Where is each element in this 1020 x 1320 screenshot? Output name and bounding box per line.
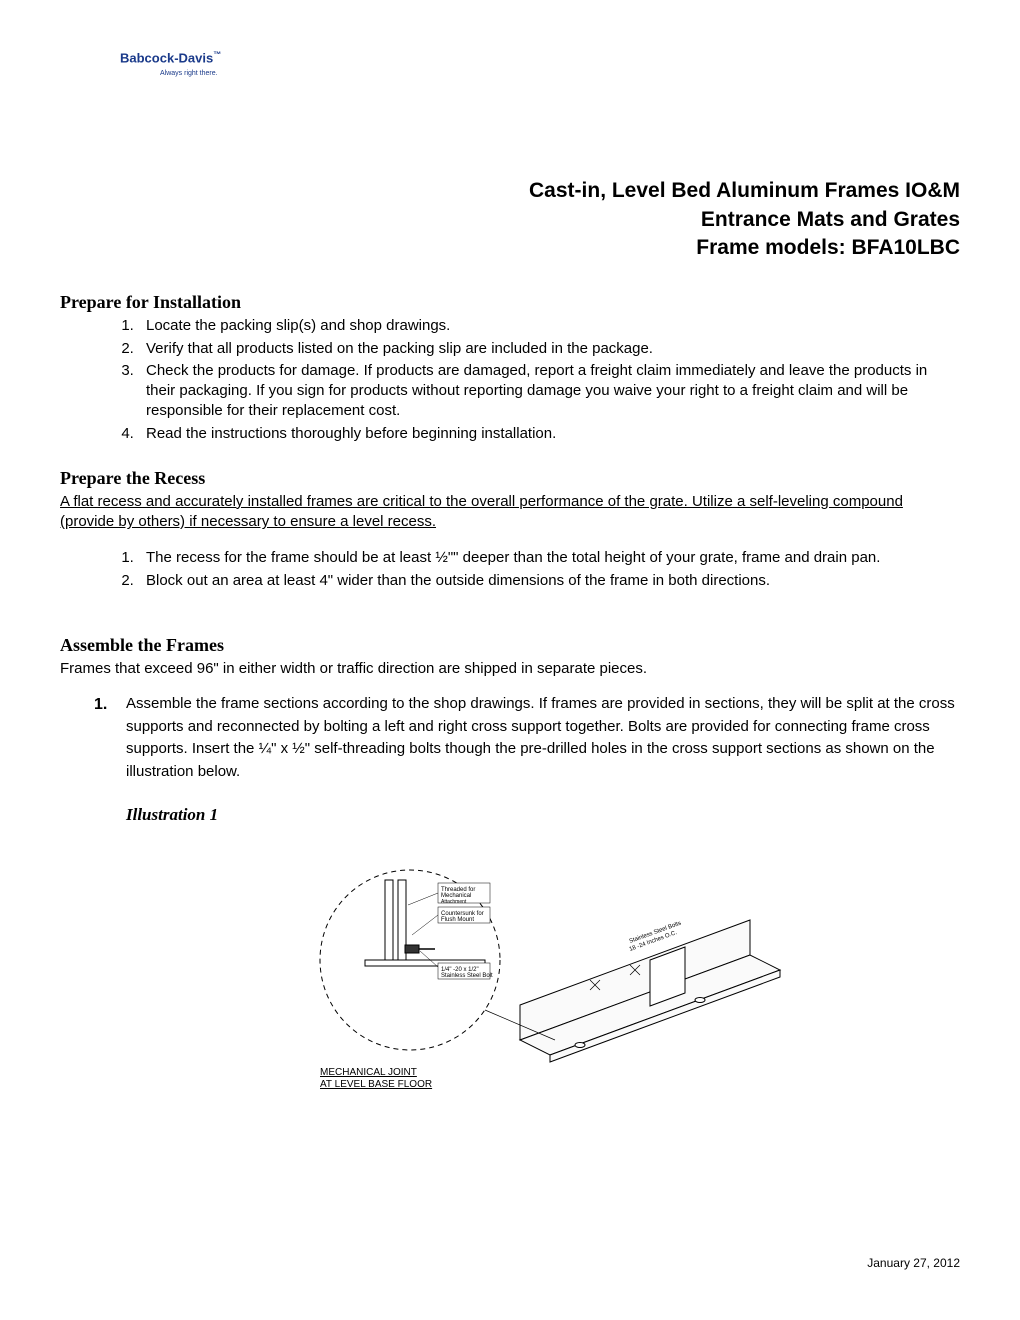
document-title: Cast-in, Level Bed Aluminum Frames IO&M …	[60, 177, 960, 262]
title-line-1: Cast-in, Level Bed Aluminum Frames IO&M	[60, 177, 960, 205]
list-item: Check the products for damage. If produc…	[138, 361, 960, 422]
prepare-recess-list: The recess for the frame should be at le…	[60, 548, 960, 591]
logo-text: Babcock-Davis	[120, 50, 213, 65]
brand-logo: Babcock-Davis™	[120, 50, 960, 65]
footer-date: January 27, 2012	[867, 1256, 960, 1270]
section-prepare-install-heading: Prepare for Installation	[60, 292, 960, 313]
illustration-1: Threaded for Mechanical Attachment Count…	[290, 845, 790, 1145]
svg-text:Flush Mount: Flush Mount	[441, 917, 474, 923]
prepare-recess-intro: A flat recess and accurately installed f…	[60, 492, 960, 533]
prepare-install-list: Locate the packing slip(s) and shop draw…	[60, 316, 960, 444]
list-item: Locate the packing slip(s) and shop draw…	[138, 316, 960, 336]
svg-text:AT LEVEL BASE FLOOR: AT LEVEL BASE FLOOR	[320, 1079, 432, 1090]
assemble-list: 1. Assemble the frame sections according…	[60, 693, 960, 783]
item-text: Assemble the frame sections according to…	[126, 695, 955, 780]
list-item: Verify that all products listed on the p…	[138, 339, 960, 359]
title-line-3: Frame models: BFA10LBC	[60, 234, 960, 262]
assemble-intro: Frames that exceed 96" in either width o…	[60, 659, 960, 679]
svg-text:Stainless Steel Bolt: Stainless Steel Bolt	[441, 973, 493, 979]
list-item: 1. Assemble the frame sections according…	[94, 693, 960, 783]
logo-tagline: Always right there.	[160, 70, 960, 77]
svg-text:Attachment: Attachment	[441, 899, 467, 905]
list-item: Read the instructions thoroughly before …	[138, 424, 960, 444]
list-item: Block out an area at least 4" wider than…	[138, 571, 960, 591]
section-assemble-heading: Assemble the Frames	[60, 635, 960, 656]
item-number: 1.	[94, 693, 107, 717]
list-item: The recess for the frame should be at le…	[138, 548, 960, 568]
illustration-title: Illustration 1	[126, 805, 960, 825]
section-prepare-recess-heading: Prepare the Recess	[60, 468, 960, 489]
title-line-2: Entrance Mats and Grates	[60, 206, 960, 234]
svg-text:MECHANICAL JOINT: MECHANICAL JOINT	[320, 1067, 417, 1078]
